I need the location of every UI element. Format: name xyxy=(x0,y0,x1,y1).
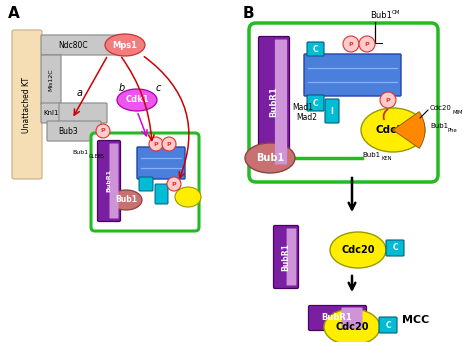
Text: P: P xyxy=(167,142,171,146)
Text: P: P xyxy=(154,142,158,146)
Ellipse shape xyxy=(110,190,142,210)
Circle shape xyxy=(96,124,110,138)
FancyBboxPatch shape xyxy=(41,103,61,123)
Text: CM: CM xyxy=(392,11,401,15)
Text: Knl1: Knl1 xyxy=(43,110,59,116)
FancyBboxPatch shape xyxy=(379,317,397,333)
FancyBboxPatch shape xyxy=(275,39,287,165)
FancyBboxPatch shape xyxy=(309,305,366,330)
Text: Unattached KT: Unattached KT xyxy=(22,77,31,133)
Circle shape xyxy=(149,137,163,151)
FancyBboxPatch shape xyxy=(307,42,324,56)
Text: Mad1: Mad1 xyxy=(292,103,313,111)
Text: BubR1: BubR1 xyxy=(107,170,111,193)
Text: I: I xyxy=(330,106,333,116)
Text: Cdc20: Cdc20 xyxy=(335,322,369,332)
Text: P: P xyxy=(386,97,390,103)
Circle shape xyxy=(380,92,396,108)
Text: Cdc20: Cdc20 xyxy=(430,105,452,111)
Wedge shape xyxy=(393,111,425,148)
Text: C: C xyxy=(313,44,319,53)
Ellipse shape xyxy=(175,187,201,207)
FancyBboxPatch shape xyxy=(109,144,118,219)
Ellipse shape xyxy=(330,232,386,268)
Circle shape xyxy=(343,36,359,52)
Ellipse shape xyxy=(361,108,425,152)
Text: b: b xyxy=(119,83,125,93)
FancyBboxPatch shape xyxy=(386,240,404,256)
Text: P: P xyxy=(365,41,369,47)
Text: Bub1: Bub1 xyxy=(362,152,380,158)
Text: Ndc80C: Ndc80C xyxy=(58,40,88,50)
Text: Phe: Phe xyxy=(448,129,458,133)
Text: Bub3: Bub3 xyxy=(58,127,78,135)
FancyBboxPatch shape xyxy=(98,141,120,222)
Text: BubR1: BubR1 xyxy=(270,87,279,117)
FancyBboxPatch shape xyxy=(59,103,107,123)
Text: P: P xyxy=(172,182,176,186)
Text: c: c xyxy=(155,83,161,93)
FancyBboxPatch shape xyxy=(307,95,324,111)
Ellipse shape xyxy=(324,309,380,342)
Text: BubR1: BubR1 xyxy=(282,243,291,271)
Text: BubR1: BubR1 xyxy=(322,314,352,323)
Text: a: a xyxy=(77,88,83,98)
Text: Bub1: Bub1 xyxy=(370,12,392,21)
Circle shape xyxy=(167,177,181,191)
Text: A: A xyxy=(8,6,20,21)
FancyBboxPatch shape xyxy=(325,99,339,123)
FancyBboxPatch shape xyxy=(41,55,61,105)
Text: MIM: MIM xyxy=(453,110,464,116)
FancyBboxPatch shape xyxy=(341,307,363,329)
Circle shape xyxy=(359,36,375,52)
Text: Bub1: Bub1 xyxy=(256,153,284,163)
Text: KEN: KEN xyxy=(382,157,392,161)
FancyBboxPatch shape xyxy=(12,30,42,179)
Text: Cdc20: Cdc20 xyxy=(341,245,375,255)
Text: P: P xyxy=(100,129,105,133)
Text: MCC: MCC xyxy=(402,315,429,325)
Circle shape xyxy=(162,137,176,151)
Text: Mis12C: Mis12C xyxy=(48,69,54,91)
FancyBboxPatch shape xyxy=(258,37,290,168)
FancyBboxPatch shape xyxy=(273,225,299,289)
Text: Cdk1: Cdk1 xyxy=(125,95,149,105)
Text: Bub1: Bub1 xyxy=(72,149,88,155)
FancyBboxPatch shape xyxy=(47,121,101,141)
Text: Cdc20: Cdc20 xyxy=(375,125,411,135)
FancyBboxPatch shape xyxy=(139,177,153,191)
Text: C: C xyxy=(392,244,398,252)
Ellipse shape xyxy=(117,89,157,111)
Text: Bub1: Bub1 xyxy=(430,123,448,129)
FancyBboxPatch shape xyxy=(304,54,401,96)
Ellipse shape xyxy=(245,143,295,173)
Text: Mad2: Mad2 xyxy=(296,114,317,122)
Text: Mps1: Mps1 xyxy=(112,40,137,50)
Text: C: C xyxy=(385,320,391,329)
FancyBboxPatch shape xyxy=(155,184,168,204)
Text: Bub1: Bub1 xyxy=(115,196,137,205)
Text: C: C xyxy=(313,98,319,107)
FancyBboxPatch shape xyxy=(91,133,199,231)
Text: P: P xyxy=(349,41,353,47)
FancyBboxPatch shape xyxy=(137,147,185,179)
FancyBboxPatch shape xyxy=(287,228,296,286)
Ellipse shape xyxy=(105,34,145,56)
Text: GLEBS: GLEBS xyxy=(89,155,105,159)
Text: B: B xyxy=(243,6,255,21)
FancyBboxPatch shape xyxy=(41,35,133,55)
